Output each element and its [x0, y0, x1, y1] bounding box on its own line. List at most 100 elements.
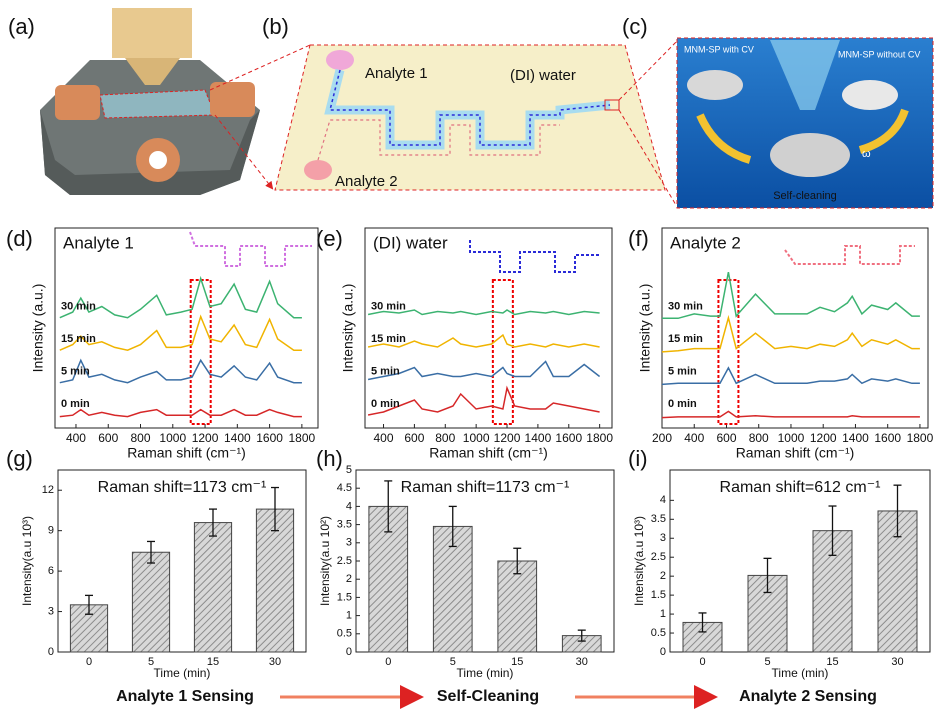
spectrum-line [59, 275, 302, 319]
series-label: 30 min [61, 300, 96, 312]
chip-label: (DI) water [510, 67, 576, 84]
y-tick-label: 4 [660, 494, 666, 506]
plot-frame [57, 469, 307, 653]
x-tick-label: 1400 [224, 431, 251, 445]
plot-frame [661, 227, 929, 429]
chart-title: Analyte 2 [670, 233, 741, 252]
device-illustration [40, 8, 260, 195]
chart-title: Raman shift=1173 cm⁻¹ [401, 479, 570, 496]
zoom-line [618, 37, 681, 101]
plot-frame [364, 227, 613, 429]
spectrum-line [661, 366, 920, 386]
flow-label: Analyte 1 Sensing [116, 688, 254, 705]
y-axis-label: Intensity (a.u.) [30, 284, 46, 373]
series-label: 0 min [668, 398, 697, 410]
x-tick-label: 5 [764, 656, 770, 668]
chip-label: Analyte 2 [335, 173, 398, 190]
x-tick-label: 1800 [907, 431, 934, 445]
x-tick-label: 15 [207, 656, 219, 668]
x-tick-label: 30 [891, 656, 903, 668]
y-tick-label: 5 [346, 464, 352, 476]
y-axis-label: Intensity(a.u 10³) [632, 516, 646, 606]
panel-label: (d) [6, 226, 33, 251]
y-axis-label: Intensity(a.u 10³) [20, 516, 34, 606]
y-tick-label: 0 [660, 646, 666, 658]
panel-label: (f) [628, 226, 649, 251]
x-tick-label: 5 [148, 656, 154, 668]
highlight-box [491, 279, 514, 425]
y-tick-label: 1.5 [337, 591, 352, 603]
panel-label: (c) [622, 14, 648, 39]
chart-title: Raman shift=1173 cm⁻¹ [98, 479, 267, 496]
series-label: 5 min [61, 365, 90, 377]
series-label: 15 min [371, 333, 406, 345]
x-tick-label: 1400 [842, 431, 869, 445]
y-tick-label: 3 [346, 537, 352, 549]
x-tick-label: 1600 [256, 431, 283, 445]
cleaning-illustration [676, 37, 934, 209]
y-tick-label: 1 [660, 608, 666, 620]
panel-label: (a) [8, 14, 35, 39]
x-tick-label: 30 [576, 656, 588, 668]
x-tick-label: 1600 [874, 431, 901, 445]
channel-icon [469, 240, 600, 273]
panel-label: (i) [628, 446, 648, 471]
y-tick-label: 1.5 [651, 589, 666, 601]
spectrum-line [661, 410, 920, 419]
highlight-box [717, 279, 740, 425]
channel-icon [784, 245, 915, 265]
x-tick-label: 1200 [494, 431, 521, 445]
y-tick-label: 0 [346, 646, 352, 658]
cleaning-label: MNM-SP with CV [684, 44, 754, 54]
plot-frame [54, 227, 319, 429]
y-tick-label: 1 [346, 610, 352, 622]
x-tick-label: 15 [511, 656, 523, 668]
x-tick-label: 800 [749, 431, 769, 445]
x-axis-label: Raman shift (cm⁻¹) [127, 445, 246, 461]
spectrum-line [59, 358, 302, 384]
y-tick-label: 6 [48, 565, 54, 577]
cleaning-label: Self-cleaning [773, 190, 837, 202]
spectrum-line [367, 385, 600, 416]
series-label: 5 min [668, 365, 697, 377]
x-tick-label: 1800 [289, 431, 316, 445]
y-tick-label: 2.5 [651, 551, 666, 563]
x-tick-label: 800 [130, 431, 150, 445]
y-axis-label: Intensity(a.u 10²) [318, 516, 332, 606]
x-tick-label: 1400 [525, 431, 552, 445]
x-tick-label: 600 [716, 431, 736, 445]
x-tick-label: 1200 [810, 431, 837, 445]
flow-label: Self-Cleaning [437, 688, 539, 705]
panel-label: (h) [316, 446, 343, 471]
y-tick-label: 2.5 [337, 555, 352, 567]
chart-title: Analyte 1 [63, 233, 134, 252]
cleaning-label: ω [862, 148, 871, 160]
cleaning-label: MNM-SP without CV [838, 49, 920, 59]
x-tick-label: 1000 [778, 431, 805, 445]
chip-illustration [274, 44, 666, 191]
x-tick-label: 400 [374, 431, 394, 445]
x-tick-label: 600 [98, 431, 118, 445]
x-axis-label: Time (min) [154, 666, 211, 680]
x-tick-label: 1600 [555, 431, 582, 445]
panel-label: (e) [316, 226, 343, 251]
chart-title: (DI) water [373, 233, 448, 252]
spectrum-line [661, 314, 920, 353]
panel-label: (b) [262, 14, 289, 39]
bar [193, 522, 233, 653]
spectrum-line [59, 314, 302, 351]
series-label: 0 min [371, 398, 400, 410]
channel-icon [189, 231, 312, 267]
bar [131, 551, 171, 653]
x-tick-label: 0 [86, 656, 92, 668]
x-tick-label: 30 [269, 656, 281, 668]
chip-label: Analyte 1 [365, 65, 428, 82]
y-tick-label: 2 [346, 573, 352, 585]
x-tick-label: 15 [826, 656, 838, 668]
x-axis-label: Raman shift (cm⁻¹) [429, 445, 548, 461]
x-tick-label: 5 [450, 656, 456, 668]
x-axis-label: Time (min) [457, 666, 514, 680]
series-label: 15 min [668, 333, 703, 345]
x-tick-label: 200 [652, 431, 672, 445]
